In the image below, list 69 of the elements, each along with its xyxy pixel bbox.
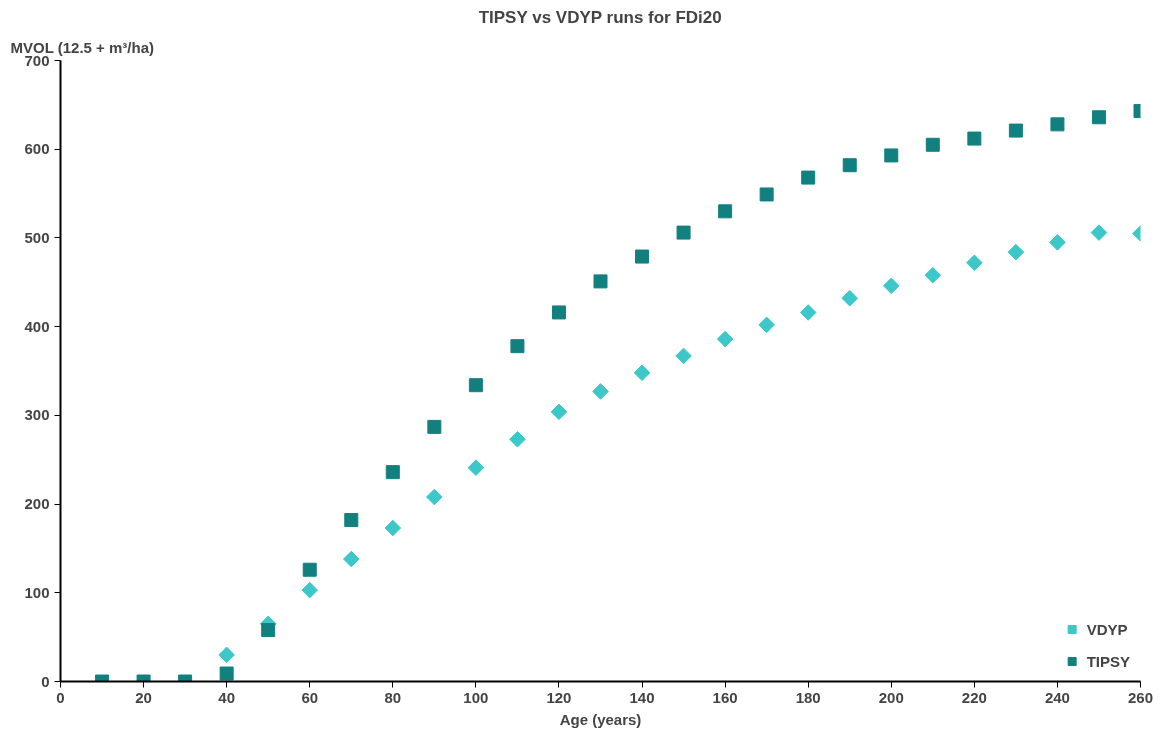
point [302,562,317,577]
point [675,347,692,365]
point [716,330,734,348]
y-tick-label: 100 [24,583,50,601]
y-axis-title: MVOL (12.5 + m³/ha) [10,38,155,56]
point [635,249,650,264]
point [882,277,900,295]
y-tick-label: 400 [24,317,50,335]
x-tick-label: 240 [1044,688,1070,706]
point [1049,234,1066,251]
point [550,403,568,421]
x-tick-label: 80 [384,688,402,706]
y-tick-label: 600 [24,140,50,158]
y-tick-label: 0 [41,672,50,690]
point [1090,224,1108,241]
point [218,646,235,664]
point [510,339,525,354]
point [384,519,402,537]
point [593,274,608,289]
x-tick-label: 140 [629,688,655,706]
point [925,137,940,152]
point [799,304,817,321]
legend-label: VDYP [1086,620,1128,638]
point [1008,123,1023,138]
point [551,305,566,320]
point [884,148,899,163]
point [966,254,983,272]
point [924,266,942,284]
x-tick-label: 60 [301,688,319,706]
x-tick-label: 100 [463,688,489,706]
point [718,204,733,219]
x-axis-title: Age (years) [559,710,642,728]
point [1007,243,1025,261]
point [1091,110,1106,125]
point [592,383,609,400]
point [427,419,442,434]
x-tick-label: 260 [1127,688,1154,706]
x-tick-label: 200 [878,688,904,706]
point [509,431,526,448]
point [841,289,859,307]
point [344,513,359,528]
point [967,131,982,146]
x-tick-label: 160 [712,688,738,706]
point [842,158,857,173]
point [301,581,319,599]
point [676,225,691,240]
x-tick-label: 40 [218,688,235,706]
chart-title: TIPSY vs VDYP runs for FDi20 [478,7,722,27]
point [801,170,816,185]
x-tick-label: 220 [961,688,987,706]
point [468,378,483,393]
point [385,465,400,480]
point [1050,117,1065,132]
point [342,550,360,568]
point [759,187,774,202]
point [758,316,775,334]
y-tick-label: 200 [24,495,50,513]
point [633,364,651,382]
x-tick-label: 180 [795,688,821,706]
point [467,459,485,476]
y-tick-label: 300 [24,406,50,424]
x-tick-label: 20 [135,688,152,706]
point [261,623,276,638]
legend-label: TIPSY [1086,652,1130,670]
x-tick-label: 0 [56,688,65,706]
y-tick-label: 500 [24,228,50,246]
point [426,488,443,506]
point [219,666,234,681]
x-tick-label: 120 [546,688,572,706]
